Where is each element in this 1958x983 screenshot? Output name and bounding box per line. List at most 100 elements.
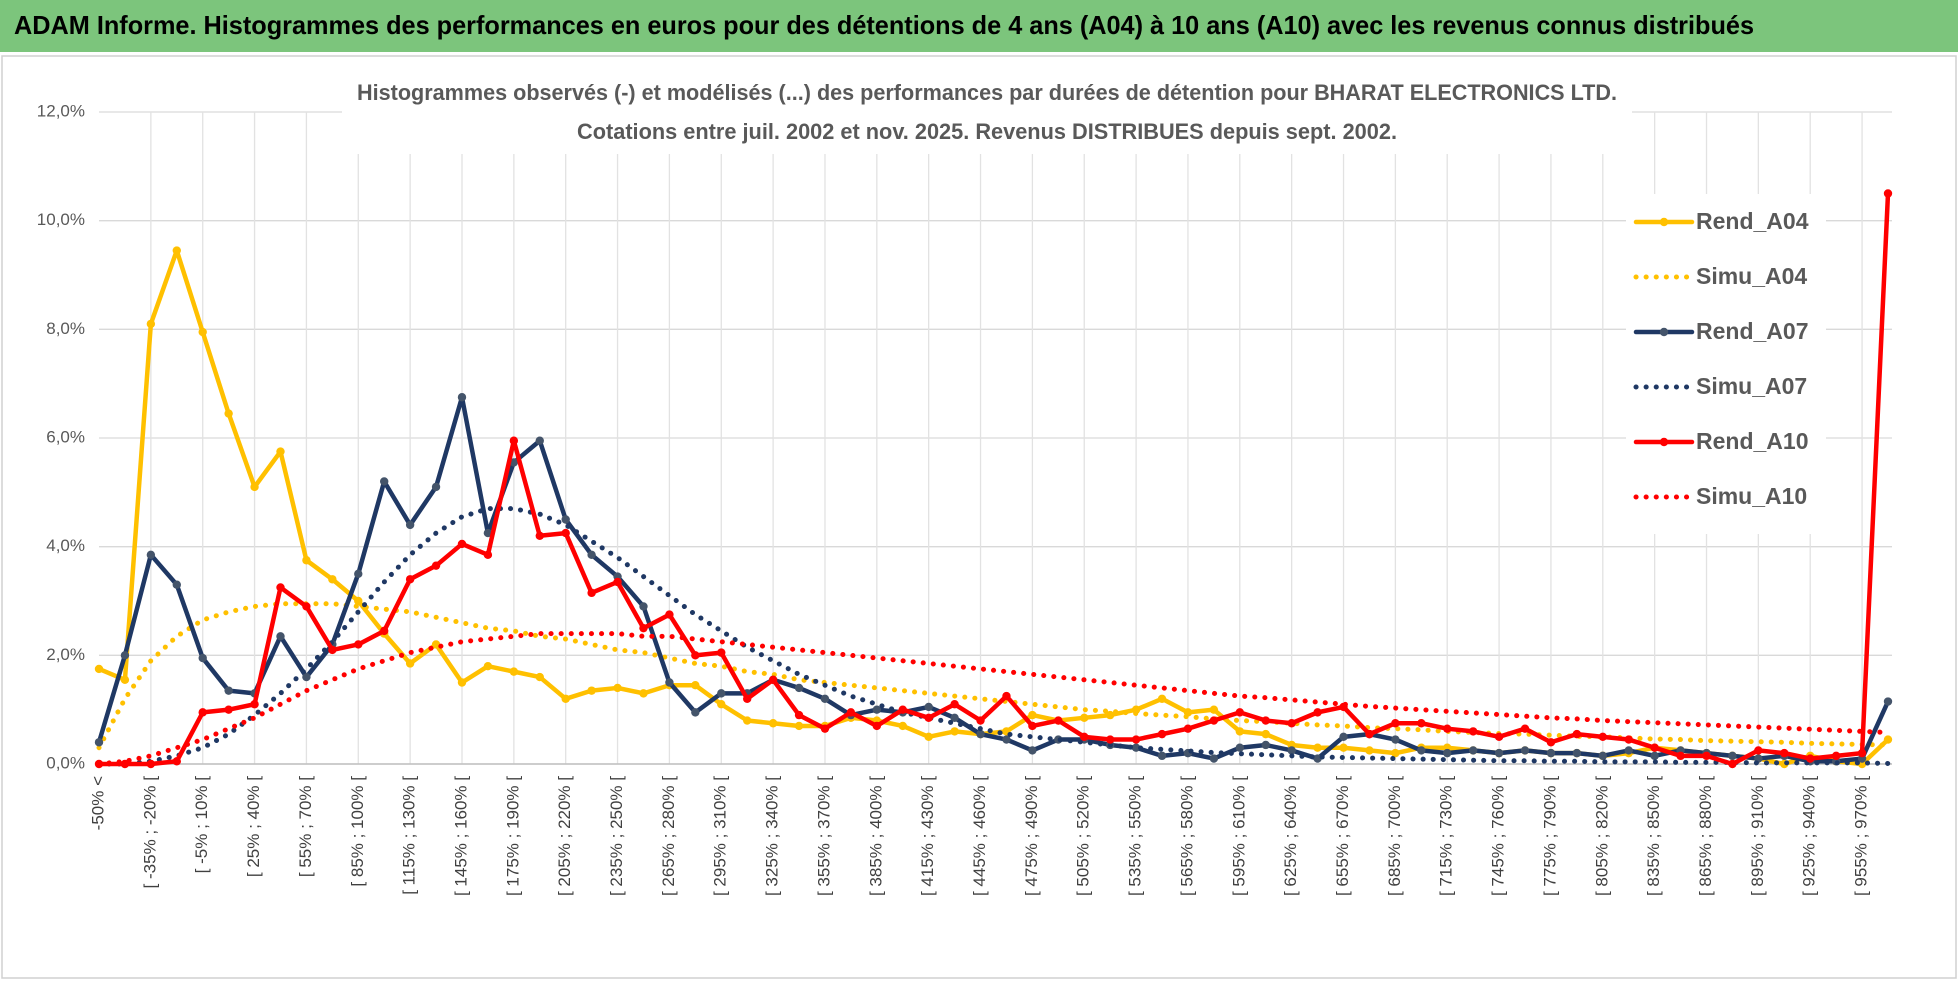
data-point	[1883, 735, 1893, 744]
header-title: ADAM Informe. Histogrammes des performan…	[14, 10, 1754, 40]
data-point	[898, 721, 907, 731]
data-point	[431, 640, 441, 649]
data-point	[872, 721, 882, 731]
data-point	[872, 705, 882, 714]
data-point	[276, 447, 285, 456]
data-point	[1028, 721, 1037, 731]
data-point	[120, 759, 130, 769]
data-point	[509, 458, 519, 467]
data-point	[950, 700, 959, 709]
data-point	[250, 700, 259, 709]
series-line	[96, 631, 1891, 767]
data-point	[120, 651, 130, 660]
legend-label: Rend_A10	[1696, 428, 1808, 454]
x-tick-label: [ 175% ; 190% [	[503, 776, 522, 896]
data-point	[924, 732, 933, 742]
data-point	[224, 409, 233, 418]
data-point	[457, 539, 467, 549]
data-point	[794, 721, 804, 731]
data-point	[613, 683, 622, 693]
data-point	[976, 716, 985, 725]
x-tick-label: [ 55% ; 70% [	[296, 776, 315, 877]
x-tick-label: -50% <	[88, 776, 107, 830]
data-point	[146, 550, 156, 560]
data-point	[1391, 735, 1400, 744]
data-point	[1831, 751, 1841, 761]
data-point	[976, 729, 985, 739]
data-point	[1443, 724, 1452, 733]
x-tick-label: [ 805% ; 820% [	[1592, 776, 1611, 896]
data-point	[1002, 691, 1011, 701]
data-point	[1728, 759, 1737, 769]
data-point	[1287, 719, 1296, 728]
data-point	[535, 672, 544, 682]
data-point	[639, 623, 648, 633]
data-point	[639, 602, 648, 611]
series-line	[96, 395, 1891, 764]
data-point	[198, 327, 207, 337]
y-tick-label: 10,0%	[37, 210, 85, 229]
data-point	[1105, 735, 1115, 744]
data-point	[717, 689, 726, 698]
data-point	[742, 716, 752, 725]
data-point	[1520, 746, 1530, 755]
data-point	[1546, 748, 1556, 758]
x-tick-label: [ 565% ; 580% [	[1177, 776, 1196, 896]
x-tick-label: [ 535% ; 550% [	[1126, 776, 1145, 896]
data-point	[898, 705, 907, 714]
x-tick-label: [ 715% ; 730% [	[1437, 776, 1456, 896]
data-point	[587, 550, 596, 560]
x-tick-label: [ 115% ; 130% [	[400, 776, 419, 895]
y-tick-label: 0,0%	[46, 753, 85, 772]
x-tick-label: [ 925% ; 940% [	[1800, 776, 1819, 896]
x-tick-label: [ 355% ; 370% [	[814, 776, 833, 896]
chart-subtitle: Cotations entre juil. 2002 et nov. 2025.…	[577, 119, 1397, 144]
data-point	[172, 757, 181, 766]
x-tick-label: [ 385% ; 400% [	[866, 776, 885, 896]
x-tick-label: [ 475% ; 490% [	[1022, 776, 1041, 896]
data-point	[1261, 729, 1270, 739]
x-tick-label: [ 625% ; 640% [	[1281, 776, 1300, 896]
y-tick-label: 4,0%	[46, 536, 85, 555]
data-point	[691, 651, 700, 660]
x-tick-label: [ 205% ; 220% [	[555, 776, 574, 896]
data-point	[768, 719, 778, 728]
x-tick-label: [ 415% ; 430% [	[918, 776, 937, 896]
data-point	[665, 678, 674, 687]
grid: 0,0% 2,0% 4,0% 6,0% 8,0% 10,0% 12,0% -50% < [ -3…	[37, 101, 1892, 896]
data-point	[1443, 748, 1452, 758]
data-point	[639, 689, 648, 698]
data-point	[276, 632, 285, 641]
x-tick-label: [ 265% ; 280% [	[659, 776, 678, 896]
data-point	[302, 672, 311, 682]
data-point	[1105, 710, 1115, 720]
data-point	[509, 667, 519, 676]
data-point	[1157, 694, 1167, 703]
series-line	[96, 191, 1891, 767]
data-point	[535, 531, 544, 540]
data-point	[1494, 732, 1504, 742]
x-tick-label: [ 595% ; 610% [	[1229, 776, 1248, 896]
data-point	[146, 759, 156, 769]
y-tick-label: 8,0%	[46, 319, 85, 338]
data-point	[691, 708, 700, 717]
data-point	[1287, 746, 1296, 755]
data-point	[535, 436, 544, 445]
data-point	[483, 528, 493, 538]
data-point	[457, 678, 467, 687]
data-point	[1391, 748, 1400, 758]
data-point	[354, 640, 363, 649]
data-point	[1235, 727, 1245, 736]
data-point	[1702, 751, 1711, 761]
data-point	[224, 686, 233, 695]
data-point	[1598, 732, 1607, 742]
data-point	[846, 708, 856, 717]
data-point	[1313, 708, 1322, 717]
x-tick-label: [ 235% ; 250% [	[607, 776, 626, 896]
data-point	[924, 702, 933, 712]
data-point	[717, 700, 726, 709]
y-tick-label: 2,0%	[46, 645, 85, 664]
data-point	[1235, 708, 1245, 717]
